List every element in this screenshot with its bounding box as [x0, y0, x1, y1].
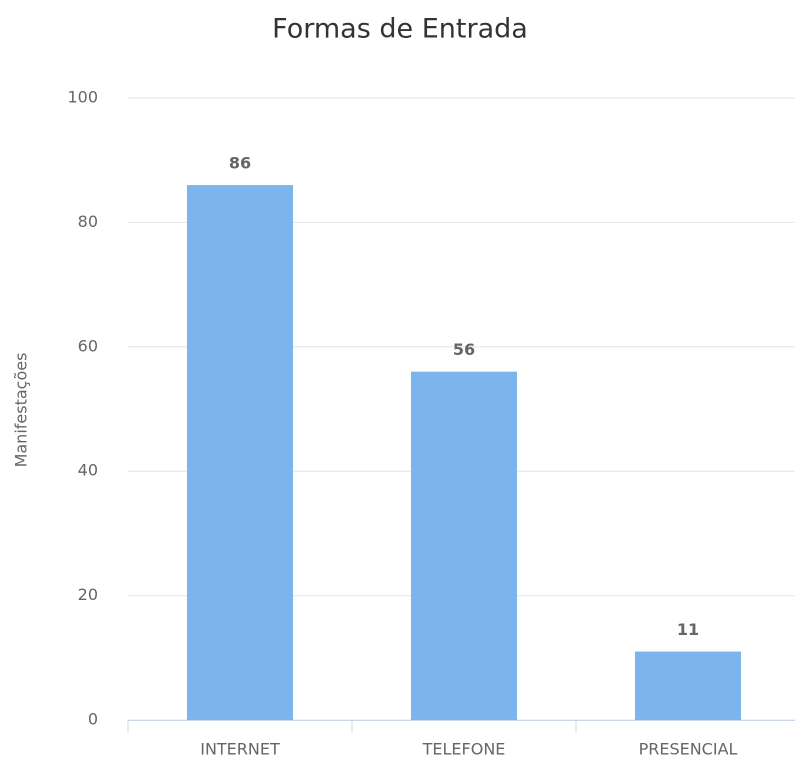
bar [187, 185, 293, 720]
y-tick-label: 60 [78, 336, 98, 355]
y-tick-label: 80 [78, 212, 98, 231]
data-label: 86 [229, 154, 251, 173]
y-tick-label: 20 [78, 585, 98, 604]
data-label: 11 [677, 620, 699, 639]
y-tick-label: 100 [67, 88, 98, 107]
bar [411, 371, 517, 720]
chart-title: Formas de Entrada [272, 14, 528, 45]
data-label: 56 [453, 340, 475, 359]
y-axis-label: Manifestações [12, 353, 31, 468]
x-tick-label: TELEFONE [422, 740, 506, 759]
x-tick-label: PRESENCIAL [639, 740, 738, 759]
bar [635, 651, 741, 720]
x-tick-label: INTERNET [200, 740, 280, 759]
y-tick-label: 40 [78, 461, 98, 480]
y-tick-label: 0 [88, 710, 98, 729]
